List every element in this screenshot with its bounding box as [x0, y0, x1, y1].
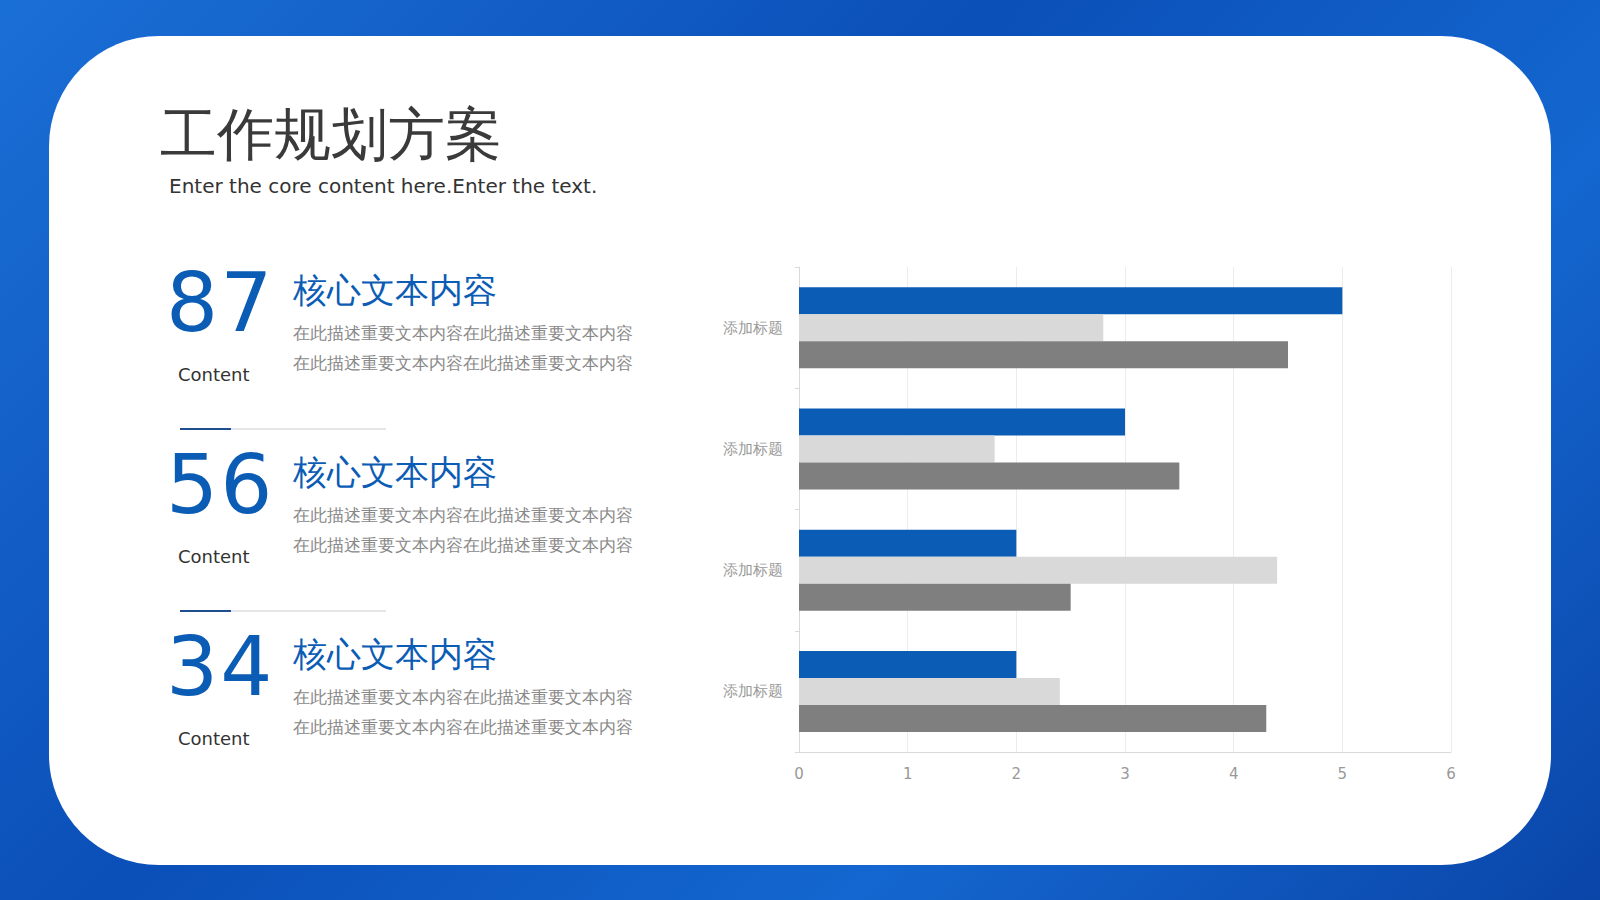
html-text:Content: Content [178, 728, 250, 749]
html-text:核心文本内容: 核心文本内容 [293, 634, 497, 674]
html-text:Enter the core content here.En: Enter the core content here.Enter the te… [169, 174, 598, 198]
html-text:工作规划方案: 工作规划方案 [160, 101, 502, 167]
html-text:87: 87 [166, 255, 275, 350]
svg-text:4: 4 [1229, 765, 1239, 783]
html-text:在此描述重要文本内容在此描述重要文本内容: 在此描述重要文本内容在此描述重要文本内容 [293, 535, 633, 555]
svg-text:5: 5 [1338, 765, 1348, 783]
svg-text:添加标题: 添加标题 [723, 440, 783, 458]
html-text:56: 56 [166, 437, 275, 532]
svg-text:6: 6 [1446, 765, 1456, 783]
svg-text:添加标题: 添加标题 [723, 319, 783, 337]
html-text:在此描述重要文本内容在此描述重要文本内容: 在此描述重要文本内容在此描述重要文本内容 [293, 687, 633, 707]
html-text:Content: Content [178, 546, 250, 567]
html-text:在此描述重要文本内容在此描述重要文本内容: 在此描述重要文本内容在此描述重要文本内容 [293, 353, 633, 373]
html-text:核心文本内容: 核心文本内容 [293, 270, 497, 310]
svg-text:添加标题: 添加标题 [723, 561, 783, 579]
html-text:在此描述重要文本内容在此描述重要文本内容: 在此描述重要文本内容在此描述重要文本内容 [293, 505, 633, 525]
html-text:Content: Content [178, 364, 250, 385]
html-text:34: 34 [166, 619, 275, 714]
html-text:核心文本内容: 核心文本内容 [293, 452, 497, 492]
html-text:在此描述重要文本内容在此描述重要文本内容: 在此描述重要文本内容在此描述重要文本内容 [293, 717, 633, 737]
svg-text:3: 3 [1120, 765, 1130, 783]
html-text:在此描述重要文本内容在此描述重要文本内容: 在此描述重要文本内容在此描述重要文本内容 [293, 323, 633, 343]
svg-text:添加标题: 添加标题 [723, 682, 783, 700]
svg-text:2: 2 [1012, 765, 1022, 783]
svg-text:0: 0 [794, 765, 804, 783]
svg-text:1: 1 [903, 765, 913, 783]
